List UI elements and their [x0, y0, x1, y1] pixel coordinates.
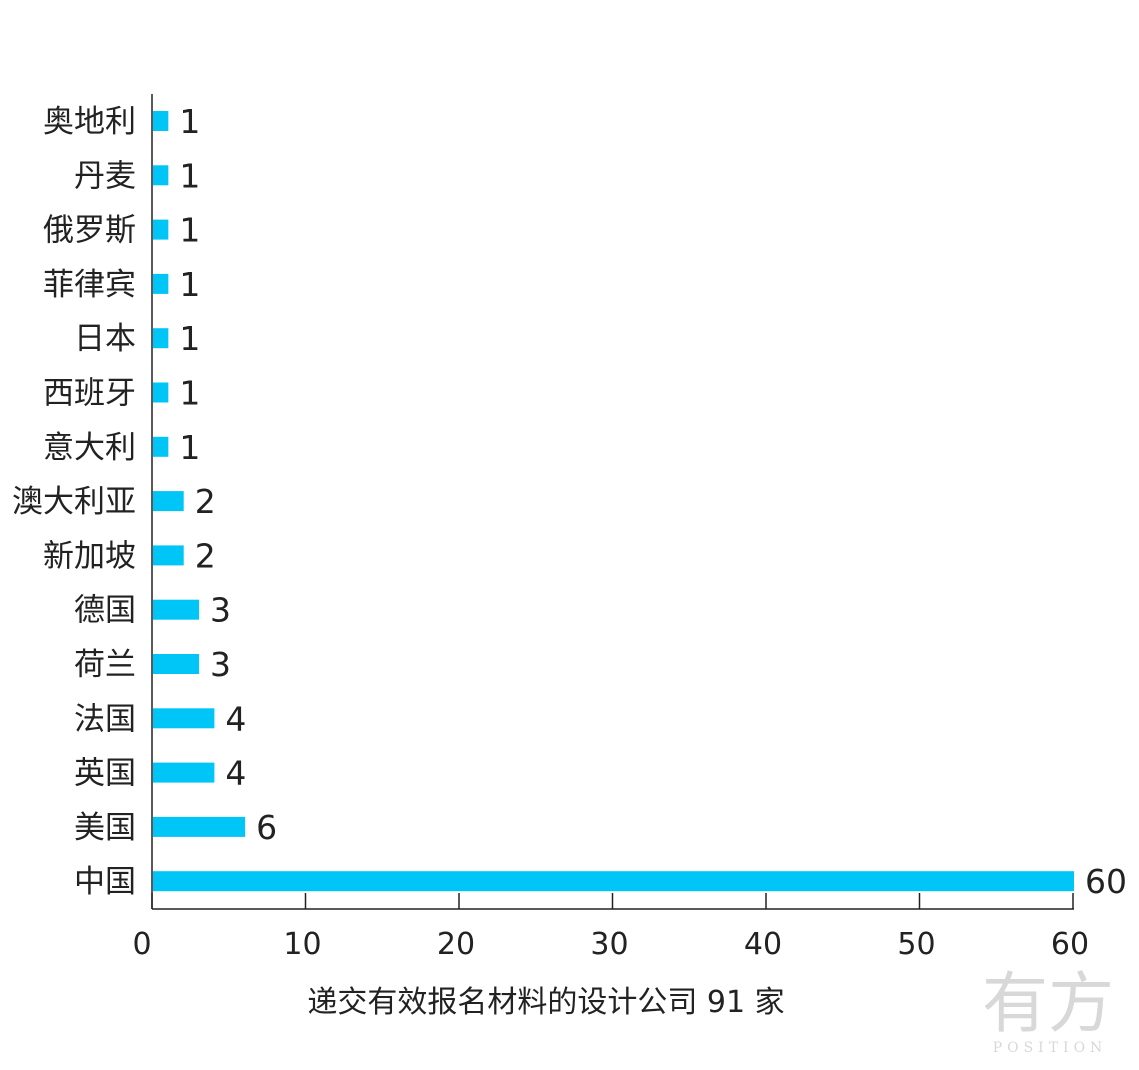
- category-label: 丹麦: [74, 158, 136, 194]
- category-label: 新加坡: [43, 538, 136, 574]
- category-label: 俄罗斯: [43, 213, 136, 249]
- category-label: 荷兰: [74, 647, 136, 683]
- bar: [153, 816, 246, 837]
- bar: [153, 382, 169, 403]
- bar: [153, 708, 215, 729]
- value-label: 4: [225, 754, 246, 793]
- value-label: 1: [179, 265, 200, 304]
- x-tick-label: 60: [1051, 927, 1089, 962]
- bar: [153, 545, 184, 566]
- category-label: 法国: [74, 701, 136, 737]
- bar: [153, 491, 184, 512]
- value-label: 1: [179, 156, 200, 195]
- category-label: 德国: [74, 593, 136, 629]
- x-tick-label: 0: [132, 927, 151, 962]
- watermark-main-text: 有方: [982, 965, 1114, 1042]
- category-label: 奥地利: [43, 104, 136, 140]
- x-tick-label: 10: [283, 927, 321, 962]
- value-label: 1: [179, 428, 200, 467]
- value-label: 1: [179, 102, 200, 141]
- value-label: 2: [195, 482, 216, 521]
- category-label: 中国: [74, 864, 136, 900]
- category-label: 日本: [74, 321, 136, 357]
- x-ticks-group: 0 10 20 30 40 50 60: [132, 893, 1089, 962]
- bar: [153, 219, 169, 240]
- x-tick-label: 30: [590, 927, 628, 962]
- value-label: 6: [256, 808, 277, 847]
- value-label: 1: [179, 374, 200, 413]
- x-tick-label: 20: [437, 927, 475, 962]
- category-label: 意大利: [43, 430, 136, 466]
- category-label: 西班牙: [43, 376, 136, 412]
- value-label: 60: [1085, 862, 1127, 901]
- bar: [153, 328, 169, 349]
- bar: [153, 436, 169, 457]
- watermark-logo: 有方 POSITION: [982, 965, 1114, 1056]
- value-label: 2: [195, 536, 216, 575]
- bar: [153, 273, 169, 294]
- bar: [153, 599, 200, 620]
- bar: [153, 165, 169, 186]
- bar: [153, 111, 169, 131]
- x-axis-title: 递交有效报名材料的设计公司 91 家: [307, 985, 784, 1020]
- x-tick-label: 50: [897, 927, 935, 962]
- bar: [153, 871, 1074, 892]
- value-label: 3: [210, 645, 231, 684]
- category-label: 美国: [74, 810, 136, 846]
- category-label: 英国: [74, 756, 136, 792]
- watermark-sub-text: POSITION: [993, 1040, 1108, 1056]
- value-label: 1: [179, 319, 200, 358]
- value-label: 3: [210, 591, 231, 630]
- bar: [153, 762, 215, 783]
- bar: [153, 654, 200, 674]
- category-label: 澳大利亚: [12, 484, 136, 520]
- x-tick-label: 40: [744, 927, 782, 962]
- category-label: 菲律宾: [43, 267, 136, 303]
- bars-group: [153, 111, 1074, 892]
- value-label: 1: [179, 211, 200, 250]
- value-label: 4: [225, 699, 246, 738]
